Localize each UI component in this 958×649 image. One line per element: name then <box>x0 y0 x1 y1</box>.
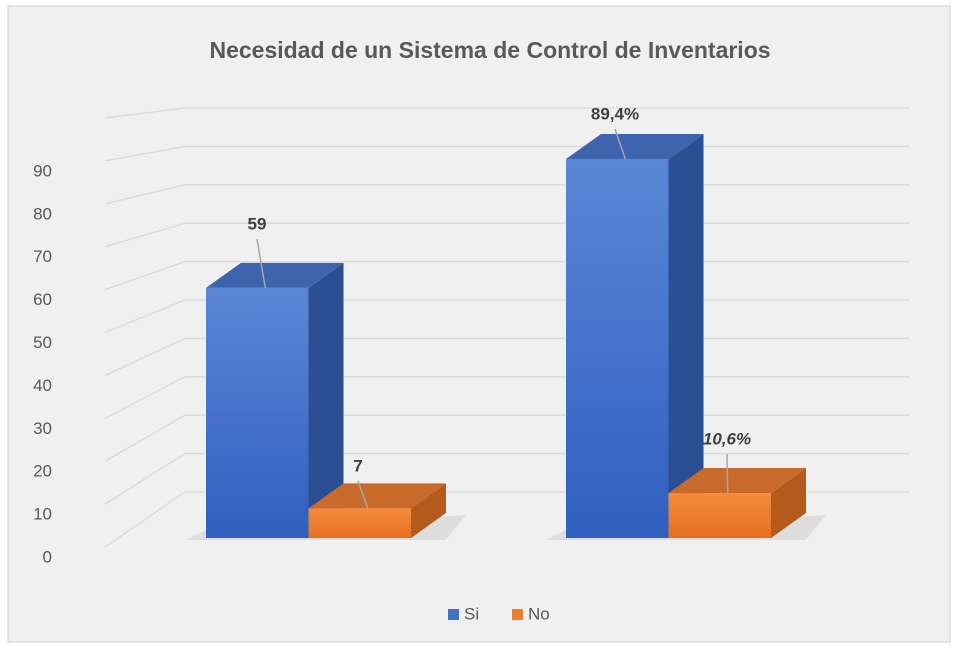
grid-line <box>104 184 186 205</box>
y-tick-label: 80 <box>33 204 52 223</box>
leader-line <box>614 128 626 160</box>
grid-line <box>104 453 186 505</box>
data-label: 7 <box>353 456 362 475</box>
bar-side <box>668 133 704 538</box>
y-tick-label: 10 <box>33 505 52 524</box>
grid-line <box>104 299 186 334</box>
data-label: 59 <box>248 214 267 233</box>
grid-line <box>104 145 186 162</box>
bar <box>206 287 309 538</box>
leader-line <box>256 238 266 288</box>
grid-line <box>104 376 186 419</box>
bar <box>668 493 771 538</box>
legend-label: Si <box>464 604 479 623</box>
y-tick-label: 30 <box>33 419 52 438</box>
grid-line <box>104 222 186 248</box>
bar-side <box>411 483 446 538</box>
leader-line <box>357 480 369 509</box>
data-label: 10,6% <box>703 429 751 448</box>
y-tick-label: 70 <box>33 247 52 266</box>
grid-line <box>104 260 186 291</box>
legend-swatch <box>512 609 523 620</box>
bar-top <box>308 483 446 509</box>
grid-line <box>104 337 186 376</box>
bar-top <box>566 133 704 159</box>
y-tick-label: 0 <box>43 547 52 566</box>
y-tick-label: 50 <box>33 333 52 352</box>
bar-side <box>308 262 344 538</box>
legend-swatch <box>448 609 459 620</box>
bar <box>566 158 669 538</box>
background <box>7 5 951 643</box>
data-label: 89,4% <box>591 104 639 123</box>
grid-line <box>104 107 186 119</box>
y-tick-label: 40 <box>33 376 52 395</box>
y-tick-label: 60 <box>33 290 52 309</box>
grid-line <box>104 491 186 548</box>
legend-label: No <box>528 604 550 623</box>
chart-title: Necesidad de un Sistema de Control de In… <box>209 37 770 63</box>
y-tick-label: 20 <box>33 462 52 481</box>
bar <box>308 508 411 538</box>
grid-line <box>104 414 186 462</box>
y-tick-label: 90 <box>33 161 52 180</box>
bar-side <box>771 468 806 538</box>
bar-top <box>206 262 344 288</box>
bar-top <box>668 468 806 494</box>
leader-line <box>726 453 729 494</box>
